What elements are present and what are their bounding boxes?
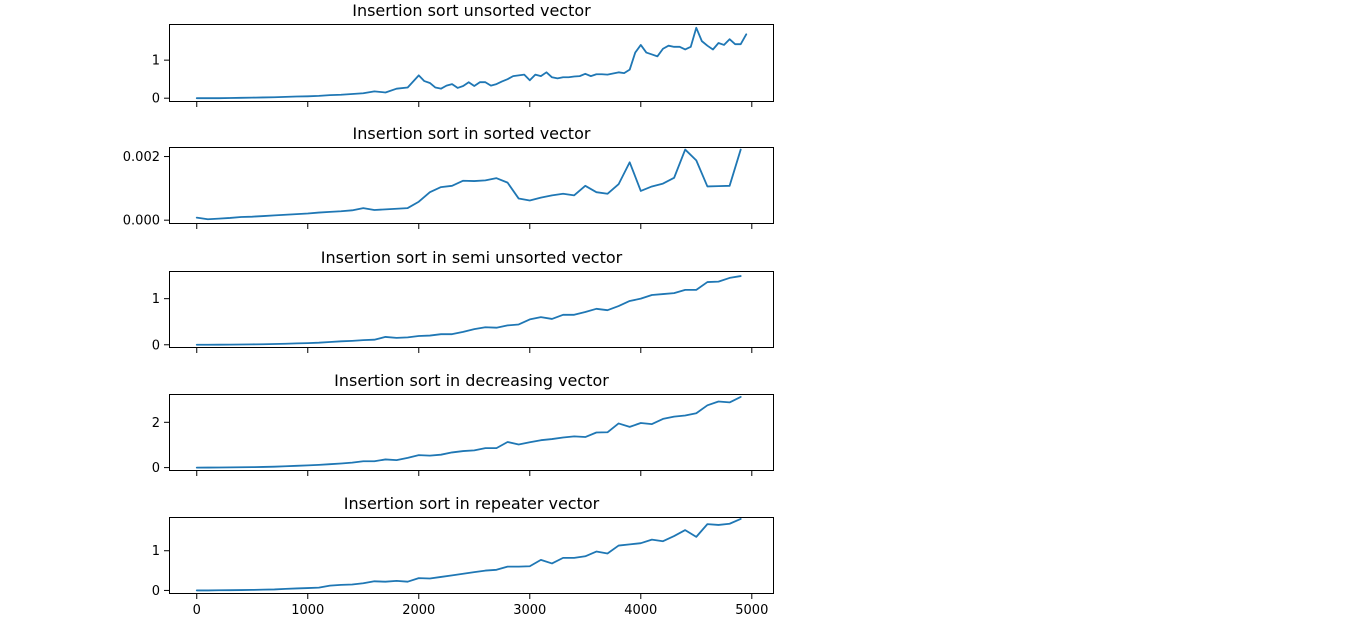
x-tick-label: 3000 bbox=[513, 603, 546, 618]
series-line bbox=[195, 26, 748, 100]
chart-panel-3: Insertion sort in semi unsorted vector 0 1 bbox=[152, 248, 774, 353]
chart-panel-4: Insertion sort in decreasing vector 0 2 bbox=[152, 371, 774, 476]
y-tick-label: 0 bbox=[152, 584, 160, 599]
axes-frame bbox=[169, 517, 774, 594]
chart-panel-2: Insertion sort in sorted vector 0.000 0.00… bbox=[123, 124, 774, 229]
chart-title: Insertion sort in sorted vector bbox=[353, 124, 591, 143]
y-tick-label: 1 bbox=[152, 544, 160, 559]
series-line bbox=[195, 396, 742, 469]
y-tick-label: 1 bbox=[152, 54, 160, 69]
y-tick-label: 0 bbox=[152, 461, 160, 476]
x-tick-label: 5000 bbox=[735, 603, 768, 618]
y-tick-label: 1 bbox=[152, 292, 160, 307]
y-tick-label: 0.002 bbox=[123, 150, 160, 165]
axes-frame bbox=[169, 24, 774, 102]
x-tick-label: 2000 bbox=[402, 603, 435, 618]
chart-title: Insertion sort in semi unsorted vector bbox=[321, 248, 623, 267]
y-tick-label: 2 bbox=[152, 416, 160, 431]
x-tick-label: 0 bbox=[193, 603, 201, 618]
chart-title: Insertion sort in repeater vector bbox=[344, 494, 600, 513]
chart-title: Insertion sort unsorted vector bbox=[352, 1, 591, 20]
axes-frame bbox=[169, 271, 774, 348]
y-tick-label: 0 bbox=[152, 92, 160, 107]
x-tick-label: 4000 bbox=[624, 603, 657, 618]
y-tick-label: 0 bbox=[152, 338, 160, 353]
axes-frame bbox=[169, 394, 774, 471]
axes-frame bbox=[169, 147, 774, 224]
series-line bbox=[195, 518, 742, 592]
chart-panel-5: Insertion sort in repeater vector 0 1000 20… bbox=[152, 494, 774, 618]
x-tick-label: 1000 bbox=[291, 603, 324, 618]
chart-panel-1: Insertion sort unsorted vector 0 1 bbox=[152, 1, 774, 107]
chart-title: Insertion sort in decreasing vector bbox=[334, 371, 609, 390]
y-tick-label: 0.000 bbox=[123, 214, 160, 229]
series-line bbox=[195, 148, 742, 221]
series-line bbox=[195, 275, 742, 346]
